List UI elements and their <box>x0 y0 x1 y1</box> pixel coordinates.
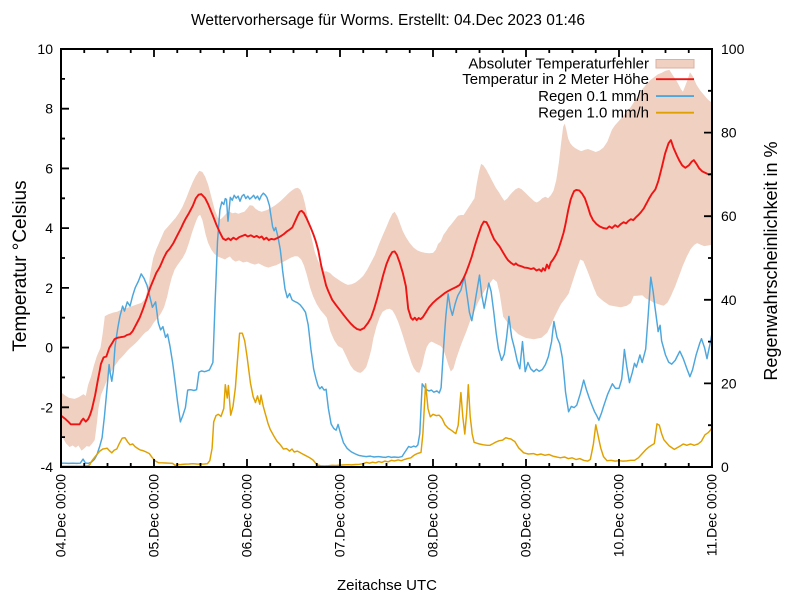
svg-text:06.Dec 00:00: 06.Dec 00:00 <box>239 474 255 557</box>
svg-text:60: 60 <box>721 208 737 224</box>
svg-text:Zeitachse UTC: Zeitachse UTC <box>337 577 437 594</box>
svg-text:8: 8 <box>45 101 53 117</box>
svg-text:20: 20 <box>721 375 737 391</box>
svg-text:Wettervorhersage für Worms. Er: Wettervorhersage für Worms. Erstellt: 04… <box>191 12 585 29</box>
svg-text:07.Dec 00:00: 07.Dec 00:00 <box>332 474 348 557</box>
svg-text:0: 0 <box>45 340 53 356</box>
svg-text:09.Dec 00:00: 09.Dec 00:00 <box>518 474 534 557</box>
svg-text:Regen 0.1 mm/h: Regen 0.1 mm/h <box>538 88 649 105</box>
svg-text:2: 2 <box>45 280 53 296</box>
svg-text:4: 4 <box>45 220 53 236</box>
svg-text:-4: -4 <box>41 459 54 475</box>
svg-text:11.Dec 00:00: 11.Dec 00:00 <box>704 474 720 556</box>
svg-text:08.Dec 00:00: 08.Dec 00:00 <box>425 474 441 557</box>
svg-text:0: 0 <box>721 459 729 475</box>
svg-text:6: 6 <box>45 160 53 176</box>
svg-text:10: 10 <box>37 41 53 57</box>
svg-text:04.Dec 00:00: 04.Dec 00:00 <box>53 474 69 557</box>
svg-text:40: 40 <box>721 292 737 308</box>
svg-text:Regenwahrscheinlichkeit in %: Regenwahrscheinlichkeit in % <box>761 141 781 380</box>
svg-text:80: 80 <box>721 125 737 141</box>
svg-text:Temperatur in 2 Meter Höhe: Temperatur in 2 Meter Höhe <box>462 71 649 88</box>
svg-text:Regen 1.0 mm/h: Regen 1.0 mm/h <box>538 105 649 122</box>
svg-text:Temperatur °Celsius: Temperatur °Celsius <box>10 180 31 351</box>
svg-text:10.Dec 00:00: 10.Dec 00:00 <box>611 474 627 557</box>
svg-text:Absoluter Temperaturfehler: Absoluter Temperaturfehler <box>468 56 649 73</box>
svg-text:-2: -2 <box>41 399 54 415</box>
svg-text:100: 100 <box>721 41 745 57</box>
svg-text:05.Dec 00:00: 05.Dec 00:00 <box>146 474 162 557</box>
